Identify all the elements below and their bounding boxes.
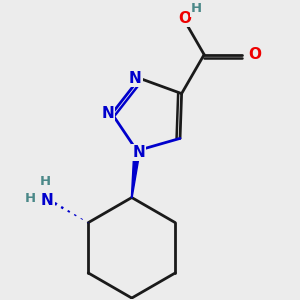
Text: H: H: [25, 192, 36, 205]
Text: N: N: [129, 71, 142, 86]
Text: H: H: [191, 2, 202, 16]
Text: N: N: [101, 106, 114, 121]
Text: N: N: [41, 193, 54, 208]
Text: O: O: [248, 47, 261, 62]
Text: N: N: [132, 145, 145, 160]
Text: O: O: [178, 11, 192, 26]
Text: H: H: [40, 175, 51, 188]
Polygon shape: [131, 150, 140, 198]
